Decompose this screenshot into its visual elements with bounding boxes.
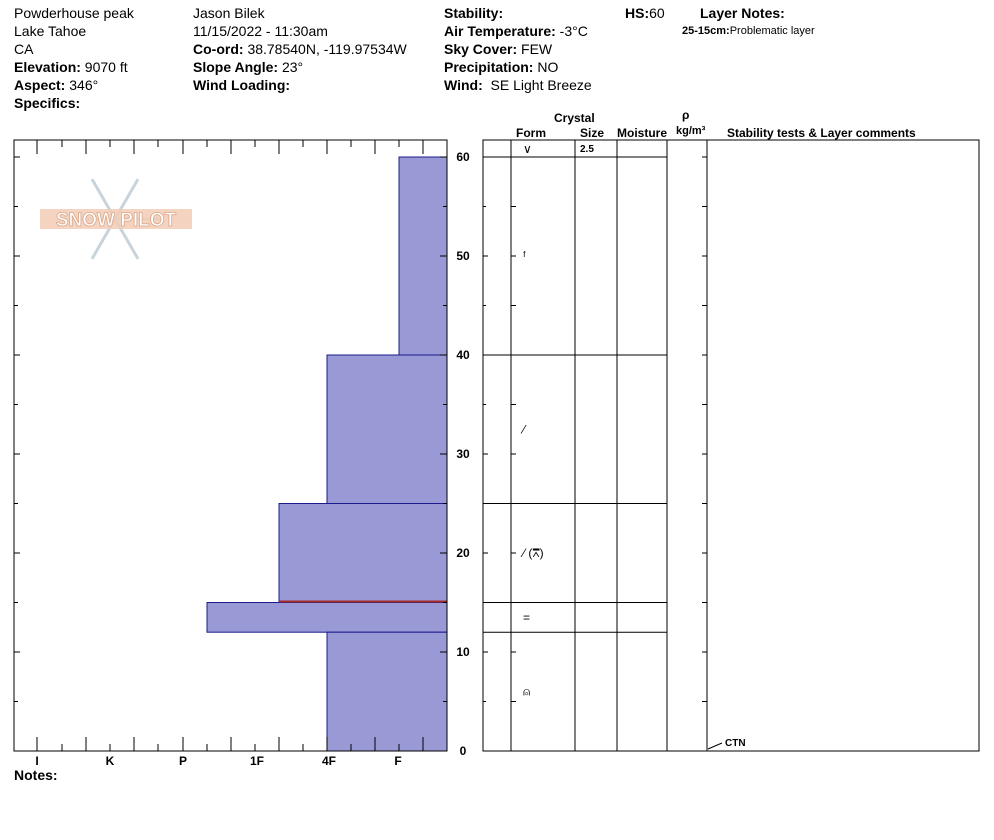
crystal-form: = bbox=[523, 610, 530, 624]
hs-value: 60 bbox=[649, 5, 665, 21]
hardness-layer bbox=[326, 631, 448, 752]
form-header: Form bbox=[516, 126, 546, 140]
table-border bbox=[482, 139, 980, 752]
aspect-label: Aspect: bbox=[14, 77, 66, 93]
depth-label: 20 bbox=[456, 546, 470, 560]
depth-label: 10 bbox=[456, 645, 470, 659]
coordinates: Co-ord: 38.78540N, -119.97534W bbox=[193, 40, 407, 58]
hs-label: HS: bbox=[625, 5, 650, 21]
rho-header: ρ bbox=[682, 108, 690, 122]
crystal-size: 2.5 bbox=[580, 144, 594, 155]
hardness-layers bbox=[206, 156, 448, 752]
air-temp-label: Air Temperature: bbox=[444, 23, 556, 39]
stability-test-pointer bbox=[707, 742, 723, 750]
wind-value: SE Light Breeze bbox=[490, 77, 592, 93]
specifics-label: Specifics: bbox=[14, 95, 81, 111]
stability: Stability: bbox=[444, 4, 503, 22]
sky-label: Sky Cover: bbox=[444, 41, 518, 57]
slope-value: 23° bbox=[281, 59, 304, 75]
depth-label: 60 bbox=[456, 150, 470, 164]
hardness-label: P bbox=[179, 754, 187, 768]
hardness-label: 4F bbox=[322, 754, 336, 768]
observer-name: Jason Bilek bbox=[193, 5, 265, 21]
snow-height: HS:60 bbox=[625, 4, 665, 22]
precip-value: NO bbox=[537, 59, 559, 75]
stability-label: Stability: bbox=[444, 5, 504, 21]
layer-note-range: 25-15cm: bbox=[682, 25, 730, 37]
coord-value: 38.78540N, -119.97534W bbox=[247, 41, 407, 57]
elevation-value: 9070 ft bbox=[84, 59, 128, 75]
depth-label: 30 bbox=[456, 447, 470, 461]
sky-cover: Sky Cover: FEW bbox=[444, 40, 552, 58]
sky-value: FEW bbox=[521, 41, 553, 57]
depth-label: 40 bbox=[456, 348, 470, 362]
precip-label: Precipitation: bbox=[444, 59, 534, 75]
hardness-label: I bbox=[35, 754, 38, 768]
hardness-layer bbox=[398, 156, 448, 356]
hardness-layer bbox=[326, 354, 448, 504]
depth-label: 0 bbox=[460, 744, 467, 758]
aspect-value: 346° bbox=[69, 77, 99, 93]
stability-test-label: CTN bbox=[725, 738, 746, 749]
hardness-label: K bbox=[106, 754, 115, 768]
logo-text: SNOW PILOT bbox=[56, 210, 177, 231]
wind-loading: Wind Loading: bbox=[193, 76, 290, 94]
density-unit-header: kg/m³ bbox=[676, 125, 706, 137]
snow-pilot-logo: SNOW PILOT bbox=[40, 178, 192, 260]
coord-label: Co-ord: bbox=[193, 41, 244, 57]
observation-datetime: 11/15/2022 - 11:30am bbox=[193, 23, 328, 39]
slope-label: Slope Angle: bbox=[193, 59, 279, 75]
crystal-table: ∨ 2.5 ᶠ ⁄ ⁄ (⩞) = ⍝ CTN bbox=[482, 139, 980, 752]
crystal-form: ∨ bbox=[523, 142, 532, 156]
location-name: Powderhouse peak bbox=[14, 5, 134, 21]
hardness-label: 1F bbox=[250, 754, 264, 768]
area-name: Lake Tahoe bbox=[14, 23, 87, 39]
hardness-layer bbox=[278, 503, 448, 603]
hardness-plot-frame: I K P 1F 4F F bbox=[13, 139, 448, 768]
hardness-layer bbox=[206, 602, 448, 633]
crystal-form: ⁄ bbox=[520, 422, 527, 436]
depth-axis: 0 10 20 30 40 50 60 bbox=[440, 150, 470, 758]
crystal-form: ⍝ bbox=[523, 685, 530, 699]
wind: Wind: SE Light Breeze bbox=[444, 76, 592, 94]
air-temp-value: -3°C bbox=[559, 23, 588, 39]
stability-comments-header: Stability tests & Layer comments bbox=[727, 126, 916, 140]
notes: Notes: bbox=[14, 767, 58, 783]
elevation: Elevation: 9070 ft bbox=[14, 58, 128, 76]
precipitation: Precipitation: NO bbox=[444, 58, 558, 76]
crystal-form: ⁄ (⩞) bbox=[520, 546, 544, 560]
layer-note: 25-15cm:Problematic layer bbox=[682, 22, 815, 40]
depth-label: 50 bbox=[456, 249, 470, 263]
aspect: Aspect: 346° bbox=[14, 76, 98, 94]
state-name: CA bbox=[14, 41, 34, 57]
elevation-label: Elevation: bbox=[14, 59, 81, 75]
layer-note-text: Problematic layer bbox=[729, 25, 815, 37]
crystal-header: Crystal bbox=[554, 111, 595, 125]
moisture-header: Moisture bbox=[617, 126, 668, 140]
air-temperature: Air Temperature: -3°C bbox=[444, 22, 588, 40]
crystal-form: ᶠ bbox=[523, 249, 526, 263]
slope-angle: Slope Angle: 23° bbox=[193, 58, 303, 76]
layer-notes-heading: Layer Notes: bbox=[700, 5, 785, 21]
logo-banner bbox=[40, 209, 192, 229]
wind-label: Wind: bbox=[444, 77, 483, 93]
size-header: Size bbox=[580, 126, 605, 140]
hardness-label: F bbox=[394, 754, 401, 768]
wind-loading-label: Wind Loading: bbox=[193, 77, 291, 93]
specifics: Specifics: bbox=[14, 94, 80, 112]
